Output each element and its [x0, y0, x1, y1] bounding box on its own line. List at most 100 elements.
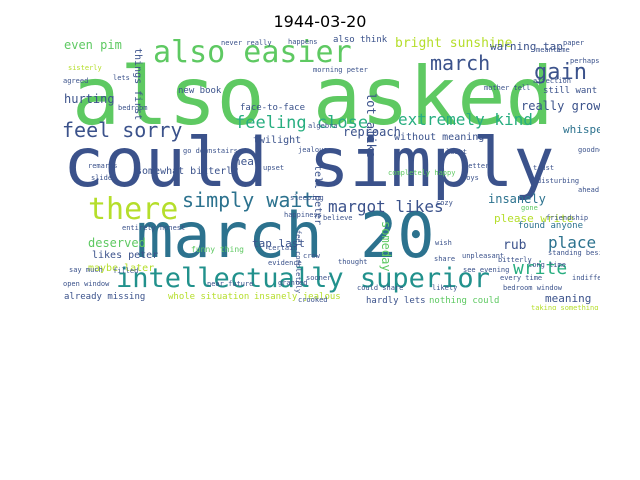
cloud-word-upset: upset [263, 164, 285, 172]
cloud-word-without-meaning: without meaning [394, 132, 485, 143]
cloud-word-affection: affection [533, 77, 571, 85]
cloud-word-boys: boys [462, 174, 479, 182]
cloud-word-happiness: happiness [284, 211, 322, 219]
cloud-word-march-20: march 20 [136, 199, 435, 272]
cloud-word-rub: rub [503, 238, 527, 253]
cloud-word-paper: paper [563, 39, 585, 47]
word-cloud: also asked could simply march 20 intellectu… [58, 35, 600, 310]
cloud-word-every-time: every time [500, 274, 543, 282]
cloud-word-warning-tap: warning tap [490, 40, 563, 53]
cloud-word-near-future: near future [207, 280, 254, 288]
cloud-word-simply-wait: simply wait [182, 188, 315, 212]
cloud-word-taking-something: taking something [531, 304, 599, 311]
cloud-word-extremely-kind: extremely kind [398, 110, 533, 129]
cloud-word-there: there [88, 192, 179, 227]
cloud-word-bedroom-window: bedroom window [503, 284, 563, 292]
cloud-word-disturbing: disturbing [537, 177, 580, 185]
cloud-word-completely-happy: completely happy [388, 169, 456, 177]
cloud-word-believe: believe [323, 214, 353, 222]
cloud-word-deserved: deserved [88, 236, 146, 250]
cloud-word-could-share: could share [357, 284, 404, 292]
cloud-word-already-missing: already missing [64, 292, 146, 302]
cloud-word-whisper: whisper [563, 123, 600, 136]
cloud-word-also-think: also think [333, 35, 388, 45]
cloud-word-morning-peter: morning peter [313, 66, 368, 74]
cloud-word-happens: happens [288, 38, 318, 46]
cloud-word-see-evening: see evening [463, 266, 510, 274]
cloud-word-lot-alike: lot alike [364, 93, 378, 159]
cloud-word-whole-situation: whole situation [168, 292, 250, 302]
cloud-word-gone: gone [521, 204, 538, 212]
cloud-word-never-really: never really [221, 39, 272, 47]
cloud-word-meaning: meaning [545, 292, 592, 305]
cloud-word-long-time: long time [528, 261, 566, 269]
cloud-word-mother-tell: mother tell [484, 84, 531, 92]
cloud-word-also-easier: also easier [153, 35, 352, 70]
cloud-word-someday: someday [379, 221, 393, 272]
cloud-word-wish: wish [435, 239, 452, 247]
cloud-word-evidence: evidence [268, 259, 302, 267]
cloud-word-go-downstairs: go downstairs [183, 147, 238, 155]
cloud-word-crow: crow [303, 252, 320, 260]
cloud-word-tap-last: tap last [252, 237, 305, 250]
cloud-word-share: share [434, 255, 456, 263]
cloud-word-funny-thing: funny thing [191, 245, 244, 254]
cloud-word-somewhat-bitterly: somewhat bitterly [136, 166, 239, 177]
cloud-word-reproach: reproach [343, 125, 401, 139]
figure-title: 1944-03-20 [273, 12, 367, 31]
cloud-word-unpleasant: unpleasant [462, 252, 505, 260]
cloud-word-write: write [513, 258, 568, 279]
cloud-word-algebra: algebra [308, 122, 338, 130]
cloud-word-face-to-face: face-to-face [240, 103, 306, 113]
cloud-word-remarks: remarks [88, 162, 118, 170]
cloud-word-also-asked: also asked [72, 50, 554, 143]
cloud-word-gain: gain [534, 60, 587, 85]
cloud-word-friendship: friendship [546, 214, 589, 222]
cloud-word-likely: likely [432, 284, 458, 292]
cloud-word-near: near [234, 155, 261, 168]
cloud-word-standing-beside: standing beside [548, 249, 600, 257]
cloud-word-hurting: hurting [64, 92, 115, 106]
cloud-word-ahead: ahead [578, 186, 600, 194]
cloud-word-feel-sorry: feel sorry [62, 118, 183, 142]
cloud-word-intellectually-superior: intellectually superior [116, 263, 490, 294]
cloud-word-open-window: open window [63, 280, 110, 288]
cloud-word-insanely-jealous: insanely jealous [254, 292, 341, 302]
cloud-word-bedroom: bedroom [118, 104, 148, 112]
cloud-word-feeling-close: feeling close [235, 113, 369, 133]
cloud-word-perhaps: perhaps [570, 57, 600, 65]
cloud-word-slide: slide [91, 174, 113, 182]
cloud-word-meantime: meantime [536, 46, 570, 54]
cloud-word-even-pim: even pim [64, 38, 122, 52]
cloud-word-margot-likes: margot likes [328, 197, 444, 216]
cloud-word-crooked: crooked [298, 296, 328, 304]
cloud-word-thought: thought [338, 258, 368, 266]
cloud-word-filled: filled [113, 267, 139, 275]
cloud-word-likes-peter: likes peter [92, 250, 159, 261]
cloud-word-certain: certain [268, 244, 298, 252]
cloud-word-agreed: agreed [63, 77, 89, 85]
cloud-word-found-anyone: found anyone [518, 221, 584, 231]
cloud-word-maybe-later: maybe later [88, 263, 155, 274]
cloud-word-bright-sunshine: bright sunshine [395, 36, 513, 51]
cloud-word-nothing-could: nothing could [429, 296, 500, 306]
cloud-word-sisterly: sisterly [68, 64, 102, 72]
cloud-word-say-much: say much [69, 266, 103, 274]
cloud-word-hardly-lets: hardly lets [366, 296, 426, 306]
cloud-word-please-write: please write [494, 212, 574, 225]
cloud-word-lets: lets [113, 74, 130, 82]
cloud-word-sleeping: sleeping [290, 194, 324, 202]
cloud-word-bitterly: bitterly [498, 256, 532, 264]
cloud-word-place: place [548, 233, 597, 252]
cloud-word-still-want: still want [543, 86, 598, 96]
cloud-word-new-book: new book [178, 86, 222, 96]
cloud-word-twilight: twilight [253, 135, 302, 146]
cloud-word-least: least [446, 148, 468, 156]
cloud-word-trust: trust [533, 164, 555, 172]
cloud-word-indifference: indifference [572, 274, 600, 282]
cloud-word-could-simply: could simply [63, 124, 555, 203]
cloud-word-sooner: sooner [306, 274, 332, 282]
cloud-word-insanely: insanely [488, 192, 546, 206]
cloud-word-entirely-honest: entirely honest [122, 224, 186, 232]
cloud-word-cozy: cozy [436, 199, 453, 207]
